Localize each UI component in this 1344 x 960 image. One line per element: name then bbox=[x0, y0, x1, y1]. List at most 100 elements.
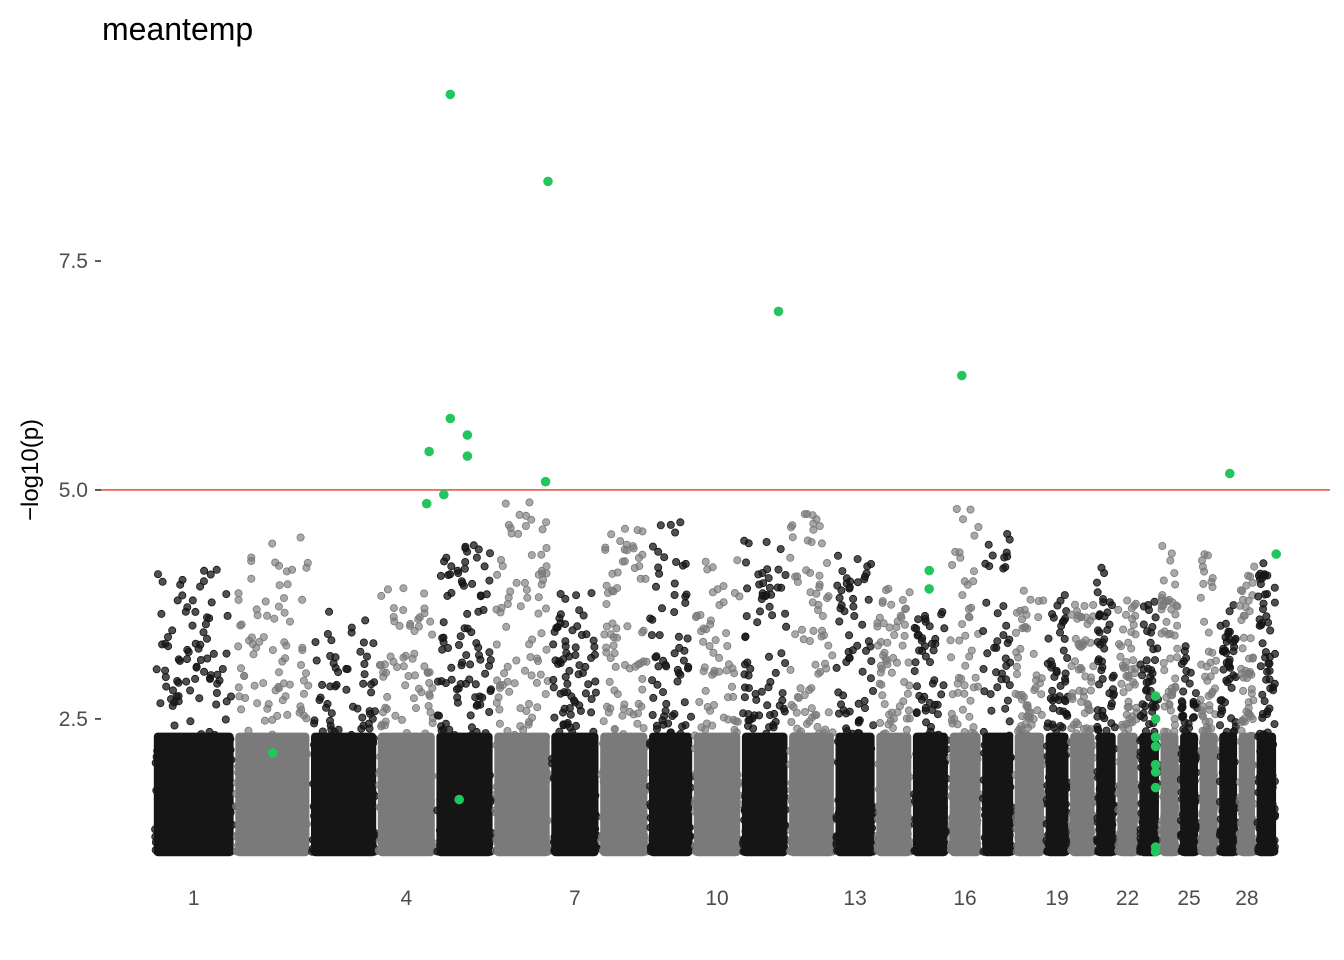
snp-point bbox=[1114, 605, 1123, 614]
snp-point bbox=[954, 673, 963, 682]
snp-point bbox=[534, 609, 543, 618]
chromosome-12-points bbox=[786, 509, 837, 857]
snp-point bbox=[200, 667, 209, 676]
snp-point bbox=[1171, 610, 1180, 619]
snp-point bbox=[604, 589, 613, 598]
snp-point bbox=[512, 656, 521, 665]
snp-point bbox=[268, 539, 277, 548]
snp-point bbox=[882, 586, 891, 595]
snp-point bbox=[1170, 714, 1179, 723]
snp-point bbox=[283, 710, 292, 719]
snp-point bbox=[1129, 656, 1138, 665]
chromosome-6-points bbox=[491, 498, 553, 857]
chromosome-17-points bbox=[979, 530, 1017, 857]
snp-point bbox=[566, 710, 575, 719]
snp-point bbox=[722, 629, 731, 638]
snp-point bbox=[877, 638, 886, 647]
snp-point bbox=[652, 721, 661, 730]
snp-point bbox=[466, 711, 475, 720]
snp-point bbox=[897, 613, 906, 622]
snp-point bbox=[186, 686, 195, 695]
snp-point bbox=[278, 696, 287, 705]
snp-point bbox=[793, 577, 802, 586]
snp-point bbox=[561, 637, 570, 646]
snp-point bbox=[781, 571, 790, 580]
snp-point bbox=[234, 595, 243, 604]
snp-point bbox=[534, 657, 543, 666]
snp-point bbox=[910, 667, 919, 676]
snp-point bbox=[1059, 646, 1068, 655]
snp-point bbox=[1144, 601, 1153, 610]
snp-point bbox=[1071, 657, 1080, 666]
snp-point bbox=[1158, 542, 1167, 551]
snp-point bbox=[1182, 667, 1191, 676]
snp-point bbox=[803, 719, 812, 728]
snp-point bbox=[460, 624, 469, 633]
snp-point bbox=[1105, 620, 1114, 629]
plot-area bbox=[100, 89, 1330, 857]
snp-point bbox=[719, 598, 728, 607]
snp-point bbox=[1178, 712, 1187, 721]
snp-point bbox=[278, 657, 287, 666]
snp-point bbox=[443, 644, 452, 653]
snp-point bbox=[709, 648, 718, 657]
snp-point bbox=[655, 569, 664, 578]
snp-point bbox=[551, 656, 560, 665]
snp-point bbox=[173, 596, 182, 605]
snp-point bbox=[903, 689, 912, 698]
snp-point bbox=[591, 688, 600, 697]
snp-point bbox=[247, 574, 256, 583]
snp-point bbox=[969, 683, 978, 692]
snp-point bbox=[674, 632, 683, 641]
snp-point bbox=[222, 697, 231, 706]
snp-point bbox=[1177, 697, 1186, 706]
snp-point bbox=[1086, 706, 1095, 715]
snp-point bbox=[700, 663, 709, 672]
snp-point bbox=[202, 634, 211, 643]
snp-point bbox=[639, 657, 648, 666]
snp-point bbox=[986, 690, 995, 699]
chromosome-21-dense-band bbox=[1096, 732, 1116, 857]
snp-point bbox=[442, 553, 451, 562]
snp-point bbox=[399, 606, 408, 615]
snp-point bbox=[885, 623, 894, 632]
snp-point bbox=[1024, 712, 1033, 721]
snp-point bbox=[740, 693, 749, 702]
snp-point bbox=[453, 698, 462, 707]
snp-point bbox=[192, 662, 201, 671]
chromosome-16-dense-band bbox=[949, 732, 981, 857]
snp-point bbox=[876, 668, 885, 677]
snp-point bbox=[401, 681, 410, 690]
snp-point bbox=[360, 660, 369, 669]
snp-point bbox=[832, 663, 841, 672]
snp-point bbox=[1157, 594, 1166, 603]
snp-point bbox=[861, 572, 870, 581]
snp-point bbox=[342, 664, 351, 673]
chromosome-6-dense-band bbox=[494, 732, 550, 857]
snp-point bbox=[648, 711, 657, 720]
snp-point bbox=[274, 561, 283, 570]
snp-point bbox=[1068, 695, 1077, 704]
snp-point bbox=[743, 584, 752, 593]
snp-point bbox=[619, 704, 628, 713]
snp-point bbox=[342, 685, 351, 694]
snp-point bbox=[861, 704, 870, 713]
snp-point bbox=[742, 558, 751, 567]
snp-point bbox=[638, 527, 647, 536]
snp-point bbox=[602, 581, 611, 590]
snp-point bbox=[723, 642, 732, 651]
snp-point bbox=[773, 583, 782, 592]
snp-point bbox=[181, 607, 190, 616]
snp-point bbox=[527, 551, 536, 560]
snp-point bbox=[824, 708, 833, 717]
snp-point bbox=[1180, 647, 1189, 656]
snp-point bbox=[1105, 689, 1114, 698]
snp-point bbox=[304, 681, 313, 690]
snp-point bbox=[549, 640, 558, 649]
snp-point bbox=[1043, 723, 1052, 732]
snp-point bbox=[562, 649, 571, 658]
snp-point bbox=[1099, 595, 1108, 604]
snp-point bbox=[680, 698, 689, 707]
snp-point bbox=[666, 520, 675, 529]
snp-point bbox=[939, 681, 948, 690]
